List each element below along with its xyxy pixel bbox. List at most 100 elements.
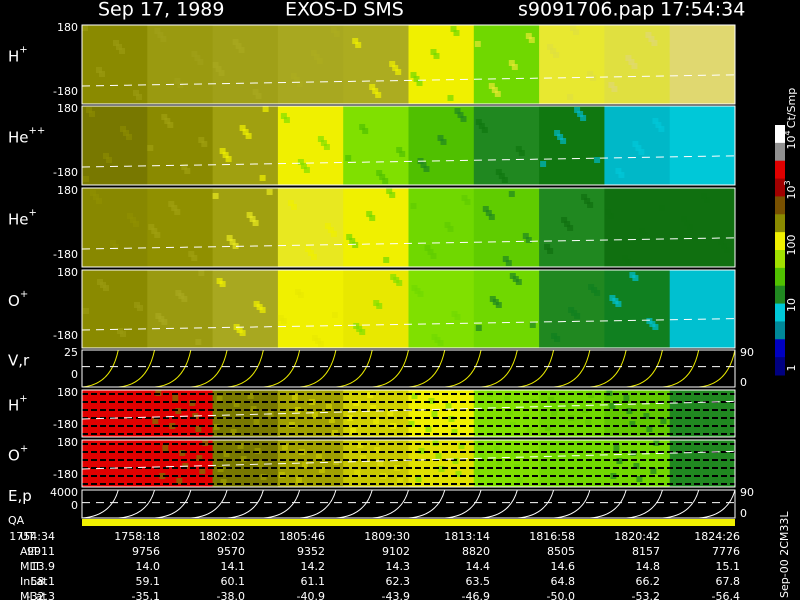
pixel-noise [590, 75, 597, 81]
pixel-noise [418, 448, 425, 454]
colorbar-label-text: 10 [785, 298, 798, 312]
label-text: V,r [8, 351, 30, 369]
pixel-noise [567, 94, 574, 100]
dashed-trace [81, 155, 736, 168]
pixel-noise [430, 49, 437, 55]
pixel-noise [554, 130, 561, 136]
label-text: H [8, 396, 19, 414]
pixel-noise [300, 163, 307, 169]
pixel-noise [212, 193, 219, 199]
pixel-noise [460, 116, 467, 122]
panel-frame [81, 439, 736, 488]
spectrogram-segment [604, 390, 671, 437]
pixel-noise [202, 440, 209, 446]
pixel-noise [152, 418, 159, 424]
pixel-noise [162, 445, 169, 451]
pixel-noise [688, 443, 695, 449]
pixel-noise [592, 475, 599, 481]
pixel-noise [686, 93, 693, 99]
pixel-noise [389, 192, 396, 198]
sweep-curve [81, 349, 736, 388]
cell: 1805:46 [279, 530, 325, 543]
pixel-noise [616, 458, 623, 464]
spectrogram-segment [147, 270, 214, 348]
pixel-noise [218, 70, 225, 76]
pixel-noise [648, 36, 655, 42]
pixel-noise [567, 225, 574, 231]
pixel-noise [147, 145, 154, 151]
pixel-noise [171, 205, 178, 211]
spectrogram-segment [343, 106, 409, 185]
pixel-noise [724, 329, 731, 335]
cell: 60.1 [221, 575, 246, 588]
panel-bg [82, 350, 735, 387]
pixel-noise [622, 255, 629, 261]
y-tick-label: 4000 [50, 486, 78, 499]
pixel-noise [333, 31, 340, 37]
pixel-noise [229, 239, 236, 245]
pixel-noise [397, 478, 404, 484]
cell: 62.3 [386, 575, 411, 588]
pixel-noise [457, 112, 464, 118]
panel-frame [81, 24, 736, 105]
pixel-noise [464, 199, 471, 205]
pixel-noise [232, 243, 239, 249]
pixel-noise [686, 224, 693, 230]
spectrogram-segment [277, 25, 344, 104]
pixel-noise [161, 114, 168, 120]
pixel-noise [709, 74, 716, 80]
pixel-noise [233, 401, 240, 407]
pixel-noise [635, 145, 642, 151]
pixel-noise [366, 211, 373, 217]
pixel-noise [632, 141, 639, 147]
pixel-noise [629, 421, 636, 427]
pixel-noise [195, 339, 202, 345]
row-label: UT [20, 530, 35, 543]
pixel-noise [631, 63, 638, 69]
pixel-noise [646, 318, 653, 324]
pixel-noise [222, 152, 229, 158]
pixel-noise [199, 468, 206, 474]
pixel-noise [713, 156, 720, 162]
spectrogram-segment [669, 25, 736, 104]
y-tick-label: 0 [71, 368, 78, 381]
spectrogram-segment [408, 270, 475, 348]
y-tick-label: -180 [53, 166, 78, 179]
pixel-noise [413, 76, 420, 82]
pixel-noise [301, 462, 308, 468]
label-sup: + [20, 289, 28, 300]
pixel-noise [281, 444, 288, 450]
pixel-noise [259, 175, 266, 181]
pixel-noise [501, 177, 508, 183]
pixel-noise [323, 144, 330, 150]
pixel-noise [82, 25, 88, 31]
pixel-noise [93, 194, 99, 200]
pixel-noise [703, 66, 710, 72]
pixel-noise [126, 134, 132, 140]
pixel-noise [154, 28, 161, 34]
pixel-noise [313, 54, 320, 60]
pixel-noise [425, 426, 432, 432]
pixel-noise [138, 462, 144, 468]
colorbar-cell [775, 125, 785, 144]
pixel-noise [506, 409, 513, 415]
pixel-noise [438, 466, 445, 472]
panel-frame [81, 349, 736, 388]
pixel-noise [544, 244, 551, 250]
pixel-noise [658, 126, 665, 132]
pixel-noise [387, 410, 394, 416]
cell: -40.9 [297, 590, 325, 600]
pixel-noise [643, 413, 650, 419]
pixel-noise [257, 461, 264, 467]
pixel-noise [561, 217, 568, 223]
pixel-noise [488, 83, 495, 89]
pixel-noise [453, 30, 460, 36]
colorbar-cell [775, 178, 785, 197]
pixel-noise [582, 407, 589, 413]
pixel-noise [687, 306, 694, 312]
pixel-noise [226, 235, 233, 241]
pixel-noise [684, 401, 691, 407]
pixel-noise [245, 133, 252, 139]
pixel-noise [225, 156, 232, 162]
pixel-noise [551, 333, 558, 339]
